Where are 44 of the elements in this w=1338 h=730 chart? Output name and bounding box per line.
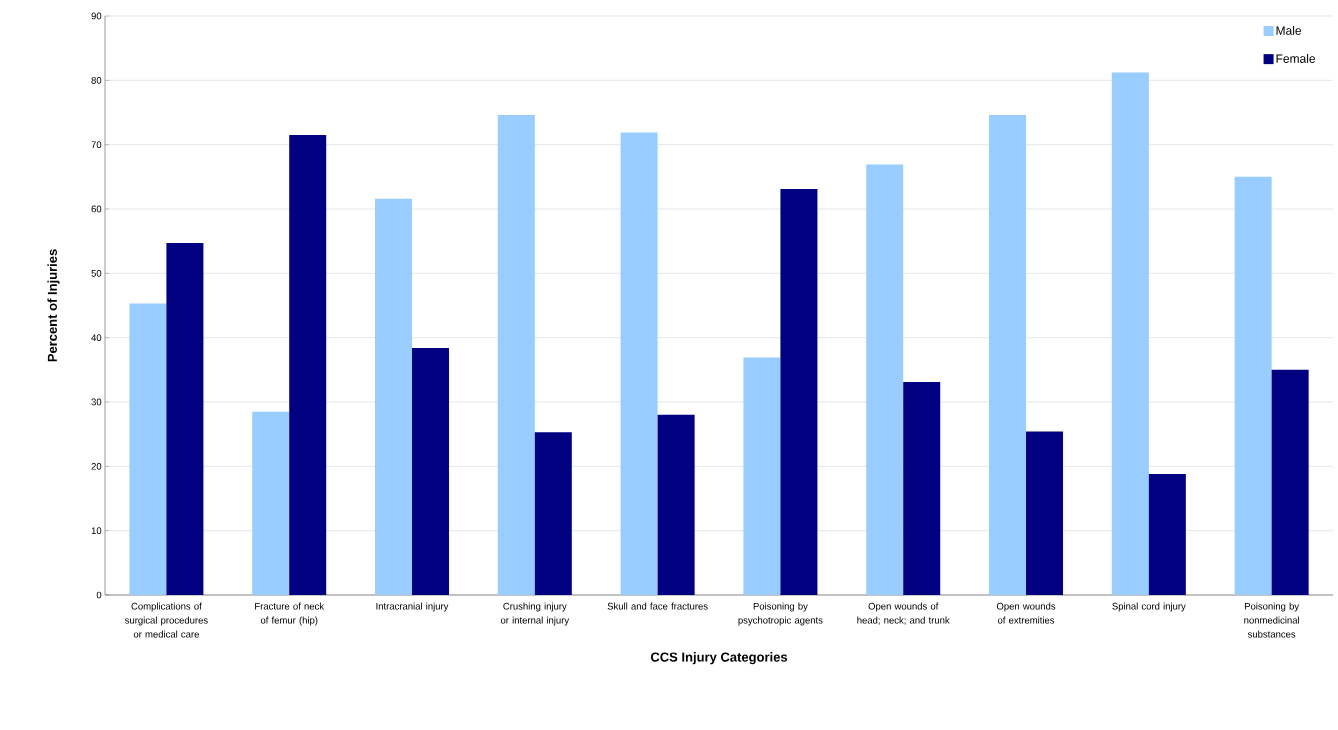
x-tick-label: Open wounds of head; neck; and trunk	[857, 602, 950, 625]
y-tick-label: 40	[91, 334, 102, 342]
y-tick-label: 30	[91, 398, 102, 406]
bar	[497, 115, 535, 595]
x-tick-label: Spinal cord injury	[1112, 602, 1186, 612]
bar	[780, 189, 818, 595]
bar	[166, 243, 204, 595]
y-tick-label: 70	[91, 141, 102, 149]
bar	[1026, 431, 1064, 595]
y-axis-title: Percent of Injuries	[47, 249, 60, 362]
x-tick-label: Poisoning by psychotropic agents	[738, 602, 823, 626]
bar	[620, 132, 658, 595]
bar	[1148, 474, 1186, 595]
bar	[412, 347, 450, 595]
x-tick-label: Skull and face fractures	[607, 602, 708, 610]
legend-label: Male	[1276, 25, 1302, 35]
bar	[252, 411, 290, 595]
y-tick-label: 90	[91, 12, 102, 20]
x-tick-label: Crushing injury or internal injury	[500, 602, 570, 626]
bar	[289, 135, 327, 595]
bar	[1234, 176, 1272, 595]
legend-label: Female	[1276, 54, 1316, 63]
x-tick-label: Poisoning by nonmedicinal substances	[1244, 602, 1300, 638]
x-tick-label: Open wounds of extremities	[996, 602, 1056, 624]
y-tick-label: 0	[96, 591, 102, 599]
x-axis-title: CCS Injury Categories	[650, 652, 788, 665]
x-tick-label: Intracranial injury	[376, 602, 449, 612]
bar	[657, 414, 695, 595]
bar	[1111, 72, 1149, 595]
bar	[743, 357, 781, 595]
bar	[1271, 369, 1309, 595]
bar	[534, 432, 572, 595]
y-tick-label: 50	[91, 269, 102, 277]
bar	[375, 198, 413, 595]
bar	[989, 115, 1027, 595]
x-tick-label: Fracture of neck of femur (hip)	[255, 602, 325, 626]
bar	[866, 164, 904, 595]
bar	[129, 303, 167, 595]
y-tick-label: 60	[91, 205, 102, 213]
y-tick-label: 10	[91, 527, 102, 535]
y-tick-label: 20	[91, 462, 102, 470]
bar	[903, 382, 941, 595]
x-tick-label: Complications of surgical procedures or medical care	[124, 602, 208, 638]
y-tick-label: 80	[91, 76, 102, 84]
